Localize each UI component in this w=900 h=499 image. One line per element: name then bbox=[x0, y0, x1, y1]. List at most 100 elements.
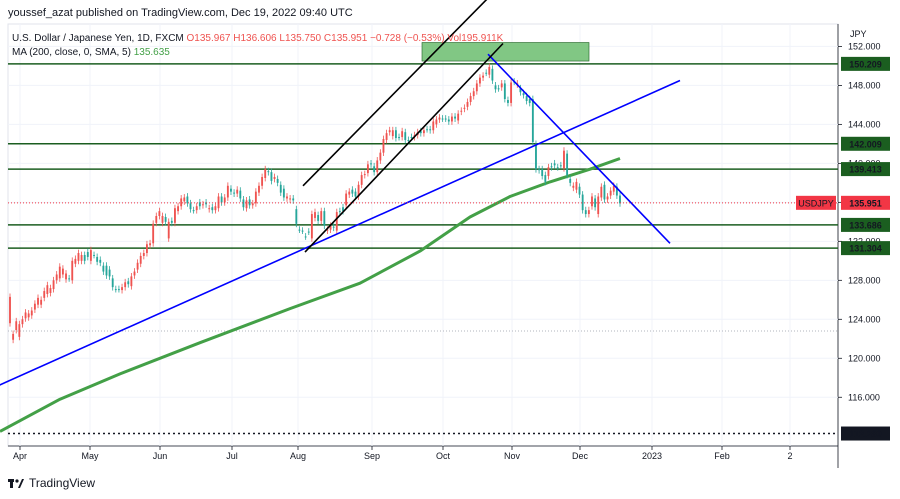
candle-body bbox=[133, 271, 136, 276]
candle-body bbox=[376, 160, 379, 173]
candle-body bbox=[292, 198, 295, 201]
candle-body bbox=[155, 215, 158, 223]
candle-body bbox=[65, 273, 67, 280]
candle-body bbox=[538, 169, 541, 171]
candle bbox=[404, 128, 407, 144]
candle-body bbox=[46, 285, 49, 294]
candle-body bbox=[236, 189, 239, 194]
candle-body bbox=[189, 203, 192, 210]
candle bbox=[463, 104, 466, 113]
candle-body bbox=[357, 184, 360, 197]
candle-body bbox=[398, 137, 400, 139]
candle bbox=[27, 310, 30, 321]
candle-body bbox=[167, 221, 170, 239]
candle-body bbox=[559, 165, 562, 167]
candle-body bbox=[385, 133, 388, 140]
candle-body bbox=[550, 166, 553, 168]
candle-body bbox=[68, 278, 71, 280]
candle-body bbox=[208, 208, 211, 210]
candle-body bbox=[15, 321, 18, 331]
candle-body bbox=[55, 274, 58, 281]
candle-body bbox=[211, 207, 214, 211]
footer-brand: TradingView bbox=[29, 476, 96, 490]
candle bbox=[429, 125, 432, 134]
candle bbox=[248, 196, 251, 209]
level-price-label: 139.413 bbox=[849, 165, 882, 175]
candle bbox=[373, 162, 376, 176]
candle bbox=[432, 118, 435, 134]
candle bbox=[550, 162, 553, 171]
candle bbox=[52, 276, 55, 293]
candle-body bbox=[239, 190, 242, 199]
level-price-label: 133.686 bbox=[849, 220, 882, 230]
candle bbox=[149, 239, 151, 249]
candle bbox=[102, 262, 105, 275]
candle-body bbox=[149, 243, 151, 246]
candle bbox=[279, 181, 282, 197]
candle-body bbox=[379, 152, 382, 161]
candle-body bbox=[363, 174, 366, 176]
candle bbox=[158, 207, 161, 220]
legend-ma-line: MA (200, close, 0, SMA, 5) 135.635 bbox=[12, 47, 170, 58]
candle bbox=[86, 248, 89, 261]
candle-body bbox=[503, 83, 506, 100]
channel-lower-line bbox=[304, 42, 504, 253]
candle-body bbox=[77, 253, 80, 261]
candle bbox=[544, 171, 547, 186]
candle-body bbox=[102, 265, 105, 272]
candle bbox=[99, 256, 102, 267]
candle-body bbox=[535, 143, 537, 170]
x-tick-label: May bbox=[81, 451, 99, 461]
candle-body bbox=[192, 210, 195, 212]
candle-body bbox=[223, 197, 226, 203]
candle bbox=[276, 175, 279, 187]
candle bbox=[519, 84, 522, 96]
candle bbox=[575, 178, 578, 194]
price-chart[interactable]: 116.000120.000124.000128.000132.000136.0… bbox=[0, 0, 900, 470]
candle bbox=[49, 284, 52, 297]
candle bbox=[591, 193, 593, 210]
candle bbox=[469, 92, 472, 106]
footer: TradingView bbox=[8, 476, 95, 490]
candle bbox=[457, 110, 460, 124]
candle bbox=[317, 211, 320, 225]
level-price-tag bbox=[841, 217, 890, 232]
candle bbox=[563, 147, 565, 172]
candle bbox=[566, 150, 569, 179]
candle-body bbox=[351, 189, 354, 194]
published-header: youssef_azat published on TradingView.co… bbox=[8, 7, 353, 19]
candle bbox=[40, 296, 43, 309]
candle-body bbox=[9, 296, 11, 324]
candle-body bbox=[186, 196, 189, 204]
candle bbox=[80, 251, 83, 265]
level-price-tag bbox=[841, 241, 890, 256]
candle-body bbox=[21, 319, 24, 325]
candle-body bbox=[242, 199, 245, 208]
candle bbox=[454, 113, 456, 122]
candle bbox=[127, 277, 130, 288]
candle-body bbox=[329, 225, 332, 230]
candle bbox=[559, 161, 562, 169]
candle bbox=[345, 190, 348, 209]
candle-body bbox=[61, 268, 64, 275]
candle-body bbox=[139, 255, 142, 264]
candle bbox=[507, 96, 509, 107]
candle-body bbox=[142, 253, 145, 256]
candle bbox=[211, 203, 214, 214]
candle-body bbox=[114, 289, 117, 291]
candle bbox=[192, 206, 195, 214]
x-tick-label: Nov bbox=[504, 451, 521, 461]
candle-body bbox=[332, 226, 335, 228]
candle-body bbox=[161, 215, 164, 223]
candle bbox=[261, 173, 264, 190]
candle-body bbox=[591, 196, 593, 207]
candle bbox=[444, 115, 447, 122]
candle bbox=[466, 98, 469, 111]
downtrend-line bbox=[487, 53, 671, 244]
candle bbox=[307, 228, 310, 235]
candle-body bbox=[86, 252, 89, 257]
candle bbox=[366, 160, 369, 177]
candle-body bbox=[494, 85, 497, 90]
level-price-tag bbox=[841, 426, 890, 441]
y-tick-label: 128.000 bbox=[848, 275, 881, 285]
